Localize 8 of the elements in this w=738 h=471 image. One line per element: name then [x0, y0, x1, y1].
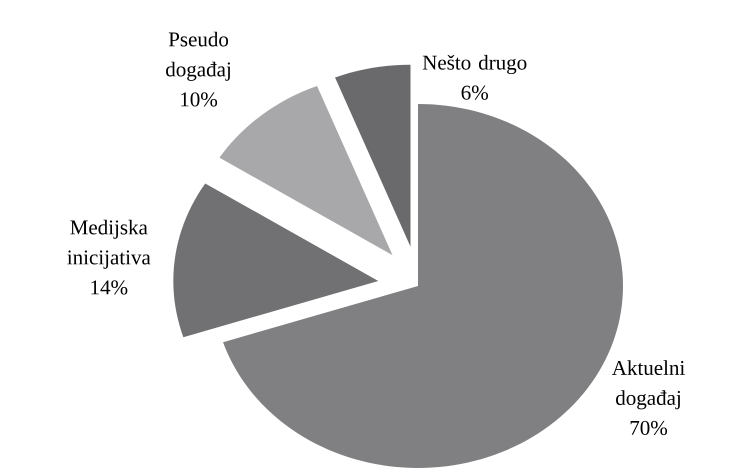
- slice-label: Nešto drugo: [422, 54, 526, 74]
- data-label: 70%: [630, 420, 668, 436]
- slice-label: Medijska inicijativa: [67, 220, 151, 269]
- data-label: 10%: [181, 92, 218, 107]
- data-label: 14%: [91, 280, 128, 295]
- slice-label: Aktuelni događaj: [612, 360, 685, 410]
- data-label: 6%: [462, 86, 488, 100]
- slice-label: Pseudo događaj: [166, 32, 230, 81]
